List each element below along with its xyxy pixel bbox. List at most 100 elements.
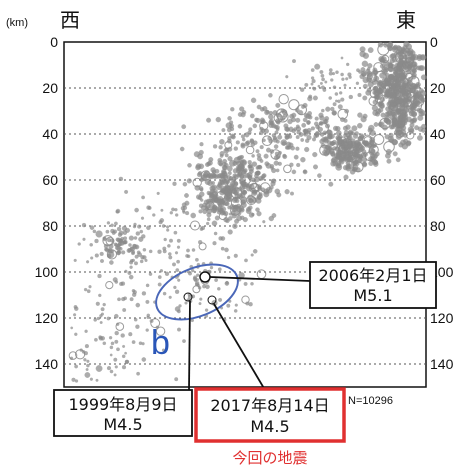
- hypocenter-point: [121, 365, 127, 370]
- hypocenter-point: [227, 116, 232, 121]
- hypocenter-point: [282, 113, 287, 118]
- hypocenter-point: [306, 120, 311, 125]
- hypocenter-point: [275, 118, 281, 124]
- hypocenter-point: [219, 138, 225, 145]
- hypocenter-point: [240, 167, 245, 172]
- y-tick-right-80: 80: [430, 218, 446, 234]
- hypocenter-point: [205, 221, 210, 226]
- hypocenter-point: [262, 106, 268, 112]
- hypocenter-point: [75, 349, 86, 360]
- hypocenter-point: [211, 173, 217, 179]
- hypocenter-point: [334, 99, 338, 103]
- hypocenter-point: [354, 131, 359, 136]
- hypocenter-point: [131, 258, 136, 263]
- hypocenter-point: [305, 138, 310, 143]
- hypocenter-point: [240, 215, 245, 221]
- hypocenter-point: [295, 117, 301, 123]
- hypocenter-point: [304, 82, 309, 87]
- hypocenter-point: [220, 246, 225, 251]
- y-tick-left-80: 80: [42, 218, 58, 234]
- hypocenter-point: [250, 253, 254, 257]
- hypocenter-point: [241, 180, 247, 185]
- hypocenter-point: [133, 317, 138, 322]
- hypocenter-point: [73, 258, 77, 262]
- hypocenter-point: [117, 242, 122, 247]
- hypocenter-point: [327, 135, 333, 140]
- hypocenter-point: [191, 248, 196, 252]
- hypocenter-point: [277, 134, 283, 140]
- hypocenter-point: [270, 166, 274, 170]
- hypocenter-point: [345, 77, 349, 81]
- hypocenter-point: [341, 148, 347, 154]
- hypocenter-point: [392, 139, 398, 146]
- hypocenter-point: [181, 124, 187, 130]
- hypocenter-point: [247, 194, 253, 201]
- hypocenter-point: [253, 176, 260, 183]
- hypocenter-point: [98, 293, 102, 298]
- hypocenter-point: [218, 145, 223, 150]
- hypocenter-point: [382, 87, 388, 94]
- hypocenter-point: [405, 89, 412, 96]
- hypocenter-point: [128, 235, 135, 241]
- hypocenter-point: [300, 156, 306, 163]
- hypocenter-point: [84, 372, 91, 378]
- hypocenter-point: [240, 143, 246, 149]
- hypocenter-point: [351, 125, 358, 132]
- hypocenter-point: [399, 77, 406, 84]
- hypocenter-point: [198, 203, 204, 208]
- hypocenter-point: [357, 92, 362, 98]
- hypocenter-point: [325, 106, 331, 112]
- hypocenter-point: [86, 289, 91, 294]
- hypocenter-point: [114, 313, 119, 319]
- hypocenter-point: [328, 68, 333, 73]
- hypocenter-point: [307, 111, 312, 116]
- hypocenter-point: [388, 104, 394, 110]
- hypocenter-point: [390, 110, 396, 117]
- hypocenter-point: [263, 128, 270, 134]
- hypocenter-point: [369, 77, 373, 82]
- hypocenter-point: [214, 206, 220, 211]
- hypocenter-point: [375, 111, 381, 117]
- hypocenter-point: [365, 89, 372, 96]
- hypocenter-point: [319, 81, 323, 85]
- hypocenter-point: [399, 123, 405, 130]
- y-tick-left-140: 140: [35, 356, 59, 372]
- hypocenter-point: [85, 260, 90, 264]
- hypocenter-point: [380, 112, 386, 118]
- hypocenter-point: [369, 129, 376, 136]
- hypocenter-point: [131, 251, 135, 256]
- hypocenter-point: [373, 122, 379, 127]
- hypocenter-point: [384, 134, 390, 140]
- hypocenter-point: [144, 258, 148, 262]
- hypocenter-point: [235, 140, 240, 145]
- hypocenter-point: [184, 301, 188, 305]
- hypocenter-point: [198, 302, 202, 306]
- hypocenter-point: [136, 371, 141, 376]
- hypocenter-point: [199, 227, 204, 231]
- plot-frame: [63, 41, 427, 388]
- hypocenter-point: [194, 282, 199, 287]
- hypocenter-point: [238, 205, 245, 212]
- hypocenter-point: [174, 251, 179, 255]
- hypocenter-point: [99, 259, 104, 264]
- hypocenter-point: [350, 131, 355, 136]
- hypocenter-point: [402, 54, 408, 60]
- hypocenter-point: [383, 64, 390, 71]
- hypocenter-point: [340, 56, 344, 60]
- hypocenter-point: [259, 159, 264, 163]
- hypocenter-point: [147, 206, 152, 210]
- hypocenter-point: [312, 86, 317, 91]
- hypocenter-point: [119, 281, 124, 286]
- event-1999-marker: [183, 292, 193, 302]
- hypocenter-point: [174, 306, 181, 312]
- hypocenter-point: [118, 238, 122, 242]
- hypocenter-point: [195, 164, 201, 171]
- hypocenter-point: [123, 296, 128, 301]
- hypocenter-point: [84, 344, 89, 349]
- hypocenter-point: [206, 173, 212, 178]
- hypocenter-point: [88, 285, 92, 289]
- hypocenter-point: [259, 130, 264, 136]
- callout-1999-date: 1999年8月9日: [68, 395, 177, 414]
- hypocenter-point: [346, 139, 352, 145]
